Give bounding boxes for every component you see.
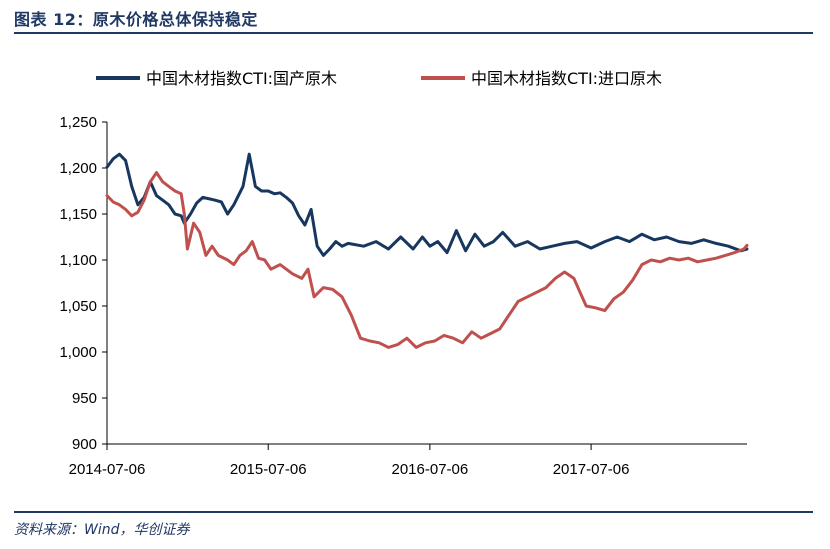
bottom-rule: [14, 511, 813, 513]
figure-title: 图表 12：原木价格总体保持稳定: [14, 10, 258, 29]
y-tick-label: 1,100: [59, 252, 97, 269]
y-tick-label: 1,200: [59, 160, 97, 177]
top-rule: [14, 32, 813, 34]
chart-series-layer: [105, 152, 749, 349]
y-tick-label: 950: [72, 390, 97, 407]
source-note: 资料来源：Wind，华创证券: [14, 522, 190, 538]
legend-label-1: 中国木材指数CTI:国产原木: [146, 69, 337, 88]
legend-label-2: 中国木材指数CTI:进口原木: [471, 69, 662, 88]
y-tick-label: 1,250: [59, 114, 97, 131]
x-tick-label: 2016-07-06: [392, 461, 469, 478]
series-line-1: [105, 152, 749, 257]
x-tick-label: 2015-07-06: [230, 461, 307, 478]
x-tick-label: 2017-07-06: [553, 461, 630, 478]
y-tick-label: 1,000: [59, 344, 97, 361]
chart-legend: 中国木材指数CTI:国产原木 中国木材指数CTI:进口原木: [96, 69, 662, 88]
y-tick-label: 1,050: [59, 298, 97, 315]
chart-axes: 900 950 1,000 1,050 1,100 1,150 1,200 1,250 2014…: [59, 114, 747, 478]
series-line-2: [105, 171, 749, 349]
y-tick-label: 900: [72, 436, 97, 453]
y-tick-label: 1,150: [59, 206, 97, 223]
x-tick-label: 2014-07-06: [69, 461, 146, 478]
